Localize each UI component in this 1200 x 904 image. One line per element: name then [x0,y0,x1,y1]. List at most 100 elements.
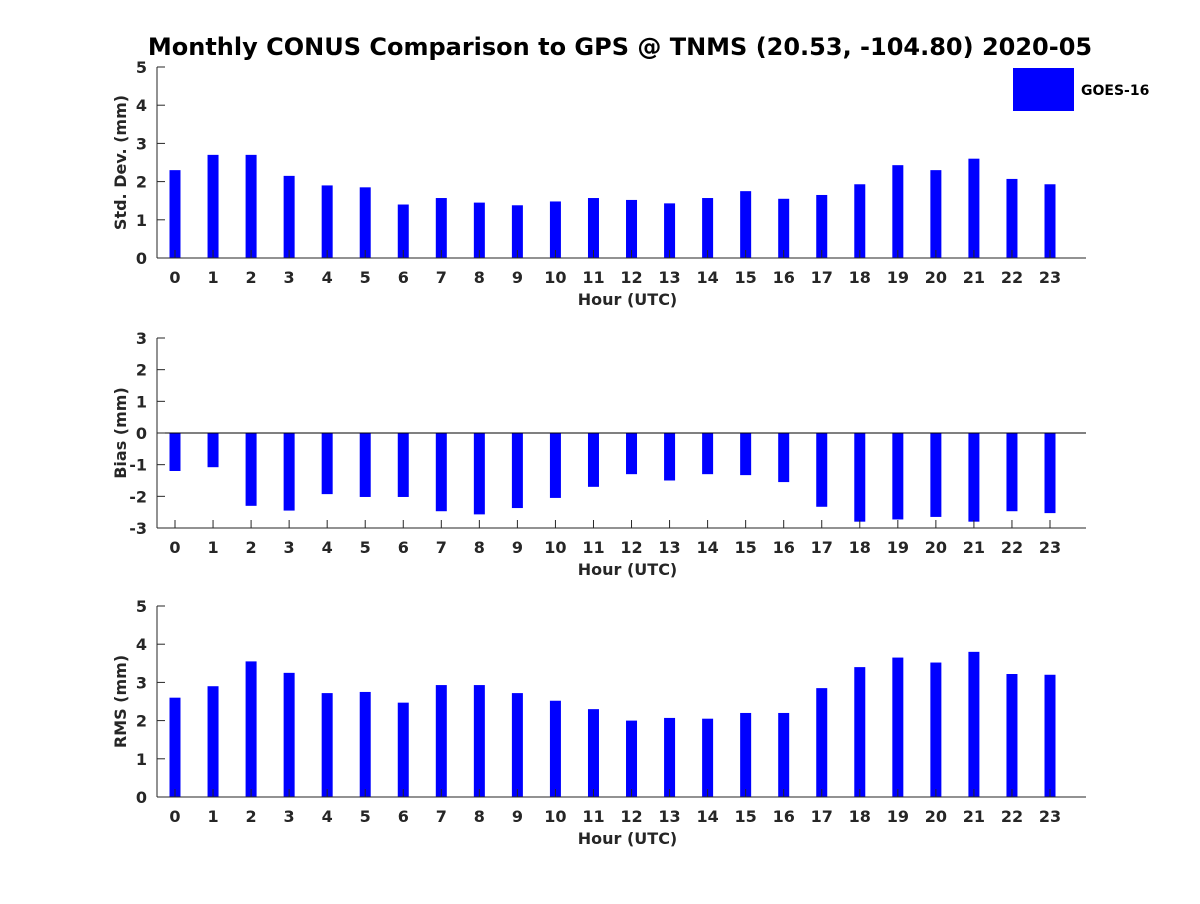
x-tick-label: 22 [1001,268,1023,287]
x-tick-label: 4 [322,807,333,826]
bar [321,693,333,797]
x-tick-label: 16 [773,807,795,826]
x-tick-label: 20 [925,268,947,287]
bar [664,433,676,481]
y-axis-label: Bias (mm) [111,387,130,479]
x-tick-label: 3 [284,538,295,557]
x-tick-label: 15 [735,268,757,287]
y-tick-label: -3 [129,519,147,538]
x-tick-label: 23 [1039,807,1061,826]
x-tick-label: 16 [773,538,795,557]
bar [816,688,828,797]
x-tick-label: 11 [582,268,604,287]
bar [359,691,371,797]
x-tick-label: 14 [696,268,718,287]
x-tick-label: 17 [811,268,833,287]
x-tick-label: 16 [773,268,795,287]
bar [435,433,447,512]
bar [207,686,219,797]
x-tick-label: 10 [544,538,566,557]
x-tick-label: 9 [512,268,523,287]
x-axis-label: Hour (UTC) [578,560,678,579]
x-tick-label: 0 [169,807,180,826]
x-tick-label: 17 [811,538,833,557]
x-tick-label: 12 [620,538,642,557]
x-tick-label: 20 [925,807,947,826]
bar [1044,184,1056,258]
x-tick-label: 14 [696,807,718,826]
x-tick-label: 6 [398,538,409,557]
bar [664,717,676,797]
bar [549,201,561,258]
bar [283,433,295,511]
bar [283,175,295,258]
x-tick-label: 13 [658,268,680,287]
bar [778,433,790,483]
bar [511,433,523,509]
bar [511,205,523,258]
bar [968,433,980,522]
x-tick-label: 23 [1039,538,1061,557]
bar [473,685,485,797]
bar [968,158,980,258]
bar [207,154,219,258]
bar [321,185,333,258]
y-tick-label: 1 [136,750,147,769]
x-tick-label: 12 [620,268,642,287]
x-tick-label: 5 [360,538,371,557]
bar [854,433,866,522]
bar [1006,433,1018,512]
x-tick-label: 2 [246,538,257,557]
bar [359,433,371,497]
x-tick-label: 18 [849,807,871,826]
x-tick-label: 3 [284,268,295,287]
x-axis-label: Hour (UTC) [578,829,678,848]
x-tick-label: 22 [1001,538,1023,557]
bar [778,198,790,258]
x-tick-label: 23 [1039,268,1061,287]
y-tick-label: 2 [136,361,147,380]
y-tick-label: 5 [136,597,147,616]
bar [930,662,942,797]
x-tick-label: 1 [207,807,218,826]
x-tick-label: 12 [620,807,642,826]
x-tick-label: 15 [735,807,757,826]
x-tick-label: 21 [963,807,985,826]
bar [892,433,904,520]
bar [283,672,295,797]
bar [321,433,333,495]
bar [587,433,599,487]
bar [816,194,828,258]
x-tick-label: 4 [322,538,333,557]
x-tick-label: 7 [436,538,447,557]
x-tick-label: 10 [544,268,566,287]
bar [473,202,485,258]
y-tick-label: 4 [136,635,147,654]
bar [1006,178,1018,258]
bar [435,198,447,258]
bar [740,712,752,797]
x-tick-label: 11 [582,807,604,826]
y-tick-label: 1 [136,211,147,230]
x-tick-label: 9 [512,807,523,826]
bar [854,667,866,797]
y-tick-label: 4 [136,96,147,115]
bar [245,154,257,258]
bar [587,709,599,797]
bar [930,433,942,517]
bar [930,170,942,258]
x-tick-label: 18 [849,538,871,557]
x-tick-label: 6 [398,268,409,287]
x-tick-label: 13 [658,538,680,557]
x-tick-label: 17 [811,807,833,826]
bar [1044,674,1056,797]
x-tick-label: 7 [436,807,447,826]
bar [968,651,980,797]
y-tick-label: 3 [136,329,147,348]
bar [1006,674,1018,797]
bar [207,433,219,468]
bar [626,720,638,797]
bar [740,433,752,476]
